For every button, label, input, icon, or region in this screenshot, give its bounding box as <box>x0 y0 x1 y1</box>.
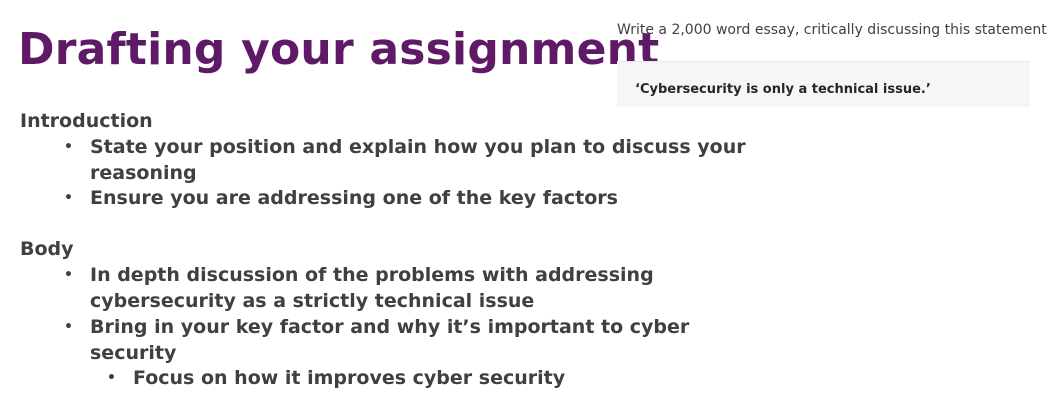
bullet-dot: • <box>64 190 73 206</box>
bullet-dot: • <box>64 319 73 335</box>
bullet-text: Bring in your key factor and why it’s im… <box>90 316 690 364</box>
section-heading-body: Body <box>20 238 74 260</box>
intro-bullet-position: • State your position and explain how yo… <box>64 134 790 186</box>
bullet-dot: • <box>64 267 73 283</box>
slide-title: Drafting your assignment <box>18 24 660 75</box>
assignment-statement: ‘Cybersecurity is only a technical issue… <box>635 82 931 97</box>
body-bullet-key-factor: • Bring in your key factor and why it’s … <box>64 314 750 366</box>
bullet-text: In depth discussion of the problems with… <box>90 264 654 312</box>
bullet-text: State your position and explain how you … <box>90 136 746 184</box>
body-bullet-discussion: • In depth discussion of the problems wi… <box>64 262 790 314</box>
assignment-instruction: Write a 2,000 word essay, critically dis… <box>617 22 1048 38</box>
bullet-text: Ensure you are addressing one of the key… <box>90 187 618 209</box>
section-heading-introduction: Introduction <box>20 110 153 132</box>
body-sub-bullet-focus: • Focus on how it improves cyber securit… <box>107 365 693 391</box>
intro-bullet-key-factor: • Ensure you are addressing one of the k… <box>64 185 790 211</box>
statement-box: ‘Cybersecurity is only a technical issue… <box>617 61 1030 107</box>
bullet-dot: • <box>107 370 116 386</box>
bullet-dot: • <box>64 139 73 155</box>
bullet-text: Focus on how it improves cyber security <box>133 367 566 389</box>
